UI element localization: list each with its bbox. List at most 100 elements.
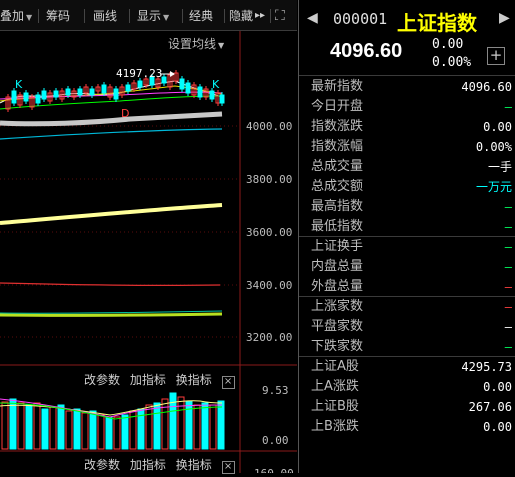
candle-body: [89, 88, 95, 96]
quote-label: 指数涨跌: [311, 119, 364, 134]
volume-bar: [89, 410, 97, 450]
quote-row: 总成交额 一万元: [299, 177, 515, 197]
toolbar-divider: [129, 9, 130, 23]
quote-value: —: [504, 100, 512, 114]
quote-row: 上A涨跌 0.00: [299, 377, 515, 397]
candle-body: [35, 94, 41, 104]
hide-button[interactable]: 隐藏: [229, 9, 254, 23]
quote-label: 上B涨跌: [311, 419, 359, 434]
volume-bar: [217, 400, 225, 450]
divider: [299, 356, 515, 357]
quote-row: 指数涨跌 0.00: [299, 117, 515, 137]
display-label: 显示: [137, 9, 162, 23]
draw-line-button[interactable]: 画线: [93, 9, 118, 23]
candle-body: [53, 90, 59, 98]
toolbar-divider: [84, 9, 85, 23]
candle-body: [113, 88, 119, 100]
volume-bar: [73, 408, 81, 450]
volume-bar: [25, 404, 33, 450]
y-tick-label: 4000.00: [246, 120, 293, 133]
overlay-button[interactable]: 叠加 ▼: [0, 7, 32, 25]
quote-value: 0.00: [483, 380, 512, 394]
quote-label: 总成交量: [311, 159, 364, 174]
close-icon[interactable]: ×: [221, 461, 235, 474]
add-watchlist-icon[interactable]: +: [487, 47, 505, 65]
quote-label: 外盘总量: [311, 279, 364, 294]
volume-bar: [97, 414, 105, 450]
volume-bar: [185, 400, 193, 450]
close-icon[interactable]: ×: [221, 376, 235, 389]
divider: [299, 75, 515, 76]
quote-row: 指数涨幅 0.00%: [299, 137, 515, 157]
candle-body: [101, 84, 107, 94]
quote-value: —: [504, 280, 512, 294]
quote-label: 上证B股: [311, 399, 359, 414]
prev-icon[interactable]: ◀: [307, 10, 318, 26]
classic-button[interactable]: 经典: [189, 9, 214, 23]
edit-params-button[interactable]: 改参数: [84, 458, 121, 472]
candlesticks: [5, 70, 225, 112]
volume-bar: [177, 396, 185, 450]
quote-value: 4295.73: [461, 360, 512, 374]
kline-marker: K: [212, 78, 220, 91]
chart-toolbar: 叠加 ▼ 筹码 画线 显示 ▼ 经典 隐藏 ▸▸ ⛶: [0, 0, 297, 31]
quote-value: —: [504, 320, 512, 334]
index-header: ◀ 000001 上证指数 ▶ 4096.60 0.00 0.00% +: [299, 0, 515, 74]
quote-label: 最新指数: [311, 79, 364, 94]
volume-bar: [105, 416, 113, 450]
kline-chart-svg: [0, 31, 297, 473]
candle-body: [5, 96, 11, 110]
more-icon[interactable]: ▸▸: [255, 10, 266, 21]
toolbar-divider: [182, 9, 183, 23]
switch-indicator-button[interactable]: 换指标: [175, 458, 212, 472]
next-icon[interactable]: ▶: [499, 10, 510, 26]
candle-body: [219, 94, 225, 104]
candle-body: [83, 86, 89, 94]
sub-y-tick-label: 160.00: [254, 467, 294, 473]
quote-row: 最新指数 4096.60: [299, 77, 515, 97]
expand-icon[interactable]: ⛶: [275, 8, 285, 24]
quote-row: 内盘总量 —: [299, 257, 515, 277]
candle-body: [11, 90, 17, 104]
volume-bar: [33, 402, 41, 450]
ma-line: [0, 203, 223, 225]
chevron-down-icon: ▼: [26, 13, 33, 22]
volume-bar: [161, 398, 169, 450]
candle-body: [95, 86, 101, 92]
candle-body: [17, 94, 23, 106]
volume-bar: [209, 404, 217, 450]
quote-label: 平盘家数: [311, 319, 364, 334]
chevron-down-icon: ▼: [163, 13, 170, 22]
display-button[interactable]: 显示 ▼: [137, 7, 169, 25]
candle-body: [65, 88, 71, 96]
quote-row: 最低指数 —: [299, 217, 515, 237]
candle-body: [161, 76, 167, 84]
quote-row: 上证换手 —: [299, 237, 515, 257]
index-price: 4096.60: [330, 40, 403, 62]
add-indicator-button[interactable]: 加指标: [129, 458, 166, 472]
sub-y-tick-label: 0.00: [262, 434, 289, 447]
quote-row: 上证B股 267.06: [299, 397, 515, 417]
candle-body: [137, 80, 143, 88]
volume-bar: [121, 414, 129, 450]
quote-value: 0.00: [483, 420, 512, 434]
quote-row: 平盘家数 —: [299, 317, 515, 337]
candle-body: [203, 88, 209, 98]
quote-value: —: [504, 260, 512, 274]
high-price-label: 4197.23: [116, 67, 163, 80]
kline-chart-area[interactable]: 设置均线 ▼ 4197.23 K K D 4000.00 3800.00 3600…: [0, 31, 297, 474]
index-name: 上证指数: [397, 11, 477, 35]
candle-body: [71, 90, 77, 98]
ma-settings-button[interactable]: 设置均线 ▼: [168, 35, 224, 52]
quote-row: 上B涨跌 0.00: [299, 417, 515, 437]
add-indicator-button[interactable]: 加指标: [129, 373, 166, 387]
volume-bar: [9, 398, 17, 450]
candle-body: [143, 78, 149, 86]
volume-bar: [193, 404, 201, 450]
volume-bar: [169, 392, 177, 450]
quote-label: 今日开盘: [311, 99, 364, 114]
candle-body: [29, 96, 35, 108]
edit-params-button[interactable]: 改参数: [84, 373, 121, 387]
chips-button[interactable]: 筹码: [46, 9, 71, 23]
switch-indicator-button[interactable]: 换指标: [175, 373, 212, 387]
